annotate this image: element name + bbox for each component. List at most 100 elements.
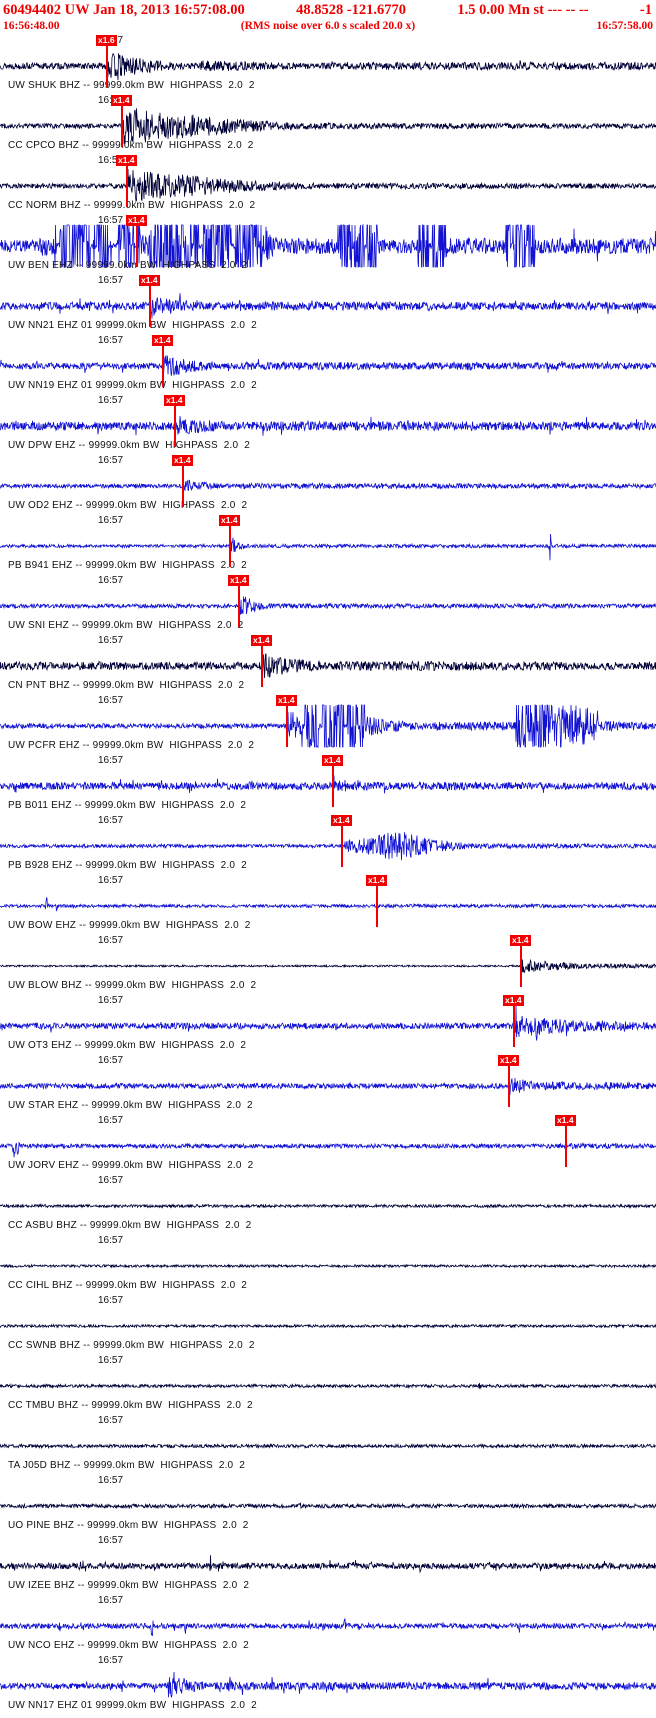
minute-tick-label: 16:57 [98, 1655, 124, 1666]
seismogram-waveform[interactable] [0, 1474, 656, 1534]
phase-pick-scale-flag[interactable]: x1.4 [228, 575, 249, 586]
seismogram-waveform[interactable] [0, 1414, 656, 1474]
phase-pick-line[interactable] [238, 576, 240, 627]
phase-pick-line[interactable] [286, 696, 288, 747]
station-channel-label: CC CIHL BHZ -- 99999.0km BW HIGHPASS 2.0… [8, 1280, 248, 1291]
minute-tick-label: 16:57 [98, 995, 124, 1006]
station-channel-label: CC ASBU BHZ -- 99999.0km BW HIGHPASS 2.0… [8, 1220, 252, 1231]
trace-row: 16:57 CC TMBU BHZ -- 99999.0km BW HIGHPAS… [0, 1354, 656, 1414]
phase-pick-scale-flag[interactable]: x1.4 [555, 1115, 576, 1126]
phase-pick-line[interactable] [126, 156, 128, 207]
seismogram-waveform[interactable] [0, 334, 656, 394]
phase-pick-scale-flag[interactable]: x1.4 [152, 335, 173, 346]
phase-pick-scale-flag[interactable]: x1.4 [498, 1055, 519, 1066]
station-channel-label: UW BEN EHZ -- 99999.0km BW HIGHPASS 2.0 … [8, 260, 248, 271]
seismogram-waveform[interactable] [0, 814, 656, 874]
seismogram-waveform[interactable] [0, 214, 656, 274]
seismogram-waveform[interactable] [0, 1354, 656, 1414]
minute-tick-label: 16:57 [98, 695, 124, 706]
seismogram-waveform[interactable] [0, 934, 656, 994]
trace-row: 16:57 UW NCO EHZ -- 99999.0km BW HIGHPASS… [0, 1594, 656, 1654]
phase-pick-line[interactable] [149, 276, 151, 327]
phase-pick-scale-flag[interactable]: x1.4 [219, 515, 240, 526]
phase-pick-scale-flag[interactable]: x1.4 [111, 95, 132, 106]
phase-pick-line[interactable] [341, 816, 343, 867]
minute-tick-label: 16:57 [98, 215, 124, 226]
phase-pick-line[interactable] [513, 996, 515, 1047]
phase-pick-line[interactable] [174, 396, 176, 447]
seismogram-waveform[interactable] [0, 874, 656, 934]
minute-tick-label: 16:57 [98, 1235, 124, 1246]
phase-pick-line[interactable] [136, 216, 138, 267]
minute-tick-label: 16:57 [98, 1175, 124, 1186]
seismogram-waveform[interactable] [0, 574, 656, 634]
phase-pick-line[interactable] [508, 1056, 510, 1107]
minute-tick-label: 16:57 [98, 575, 124, 586]
phase-pick-scale-flag[interactable]: x1.4 [116, 155, 137, 166]
trace-row: 16:57 x1.4 UW NN21 EHZ 01 99999.0km BW HIG… [0, 274, 656, 334]
seismogram-waveform[interactable] [0, 994, 656, 1054]
event-magnitude-info: 1.5 0.00 Mn st --- -- -- [457, 2, 589, 18]
seismogram-waveform[interactable] [0, 514, 656, 574]
trace-row: 16:57 UO PINE BHZ -- 99999.0km BW HIGHPAS… [0, 1474, 656, 1534]
phase-pick-scale-flag[interactable]: x1.4 [164, 395, 185, 406]
event-coordinates: 48.8528 -121.6770 [296, 2, 407, 18]
phase-pick-line[interactable] [229, 516, 231, 567]
phase-pick-line[interactable] [376, 876, 378, 927]
phase-pick-scale-flag[interactable]: x1.4 [251, 635, 272, 646]
phase-pick-scale-flag[interactable]: x1.4 [331, 815, 352, 826]
seismogram-waveform[interactable] [0, 154, 656, 214]
station-channel-label: PB B941 EHZ -- 99999.0km BW HIGHPASS 2.0… [8, 560, 247, 571]
minute-tick-label: 16:57 [98, 1415, 124, 1426]
minute-tick-label: 16:57 [98, 635, 124, 646]
phase-pick-scale-flag[interactable]: x1.4 [139, 275, 160, 286]
trace-row: 16:57 UW NN17 EHZ 01 99999.0km BW HIGHPAS… [0, 1654, 656, 1714]
trace-row: 16:57 x1.4 UW PCFR EHZ -- 99999.0km BW HIG… [0, 694, 656, 754]
station-channel-label: UW IZEE BHZ -- 99999.0km BW HIGHPASS 2.0… [8, 1580, 250, 1591]
phase-pick-line[interactable] [182, 456, 184, 507]
seismogram-waveform[interactable] [0, 454, 656, 514]
seismogram-waveform[interactable] [0, 1294, 656, 1354]
phase-pick-scale-flag[interactable]: x1.4 [510, 935, 531, 946]
phase-pick-scale-flag[interactable]: x1.6 [96, 35, 117, 46]
station-channel-label: CN PNT BHZ -- 99999.0km BW HIGHPASS 2.0 … [8, 680, 245, 691]
seismogram-waveform[interactable] [0, 1594, 656, 1654]
seismogram-waveform[interactable] [0, 1654, 656, 1714]
minute-tick-label: 16:57 [98, 1595, 124, 1606]
station-channel-label: UW NCO EHZ -- 99999.0km BW HIGHPASS 2.0 … [8, 1640, 249, 1651]
phase-pick-line[interactable] [520, 936, 522, 987]
trace-row: 16:57 TA J05D BHZ -- 99999.0km BW HIGHPAS… [0, 1414, 656, 1474]
seismogram-waveform[interactable] [0, 94, 656, 154]
seismogram-waveform[interactable] [0, 634, 656, 694]
seismogram-waveform[interactable] [0, 1114, 656, 1174]
seismogram-waveform[interactable] [0, 1534, 656, 1594]
trace-row: 16:57 x1.4 PB B941 EHZ -- 99999.0km BW HIG… [0, 514, 656, 574]
phase-pick-line[interactable] [162, 336, 164, 387]
minute-tick-label: 16:57 [98, 875, 124, 886]
trace-row: 16:57 x1.4 UW SNI EHZ -- 99999.0km BW HIGH… [0, 574, 656, 634]
phase-pick-line[interactable] [121, 96, 123, 147]
phase-pick-scale-flag[interactable]: x1.4 [172, 455, 193, 466]
minute-tick-label: 16:57 [98, 755, 124, 766]
phase-pick-line[interactable] [261, 636, 263, 687]
station-channel-label: PB B928 EHZ -- 99999.0km BW HIGHPASS 2.0… [8, 860, 247, 871]
phase-pick-line[interactable] [332, 756, 334, 807]
phase-pick-scale-flag[interactable]: x1.4 [126, 215, 147, 226]
phase-pick-scale-flag[interactable]: x1.4 [503, 995, 524, 1006]
seismogram-waveform[interactable] [0, 1054, 656, 1114]
seismogram-waveform[interactable] [0, 694, 656, 754]
phase-pick-line[interactable] [106, 36, 108, 87]
phase-pick-scale-flag[interactable]: x1.4 [276, 695, 297, 706]
seismogram-waveform[interactable] [0, 394, 656, 454]
seismogram-waveform[interactable] [0, 274, 656, 334]
seismogram-waveform[interactable] [0, 34, 656, 94]
trace-row: 16:57 x1.4 UW OT3 EHZ -- 99999.0km BW HIGH… [0, 994, 656, 1054]
seismogram-waveform[interactable] [0, 754, 656, 814]
seismogram-waveform[interactable] [0, 1174, 656, 1234]
minute-tick-label: 16:57 [98, 1295, 124, 1306]
phase-pick-scale-flag[interactable]: x1.4 [366, 875, 387, 886]
phase-pick-scale-flag[interactable]: x1.4 [322, 755, 343, 766]
phase-pick-line[interactable] [565, 1116, 567, 1167]
seismogram-waveform[interactable] [0, 1234, 656, 1294]
